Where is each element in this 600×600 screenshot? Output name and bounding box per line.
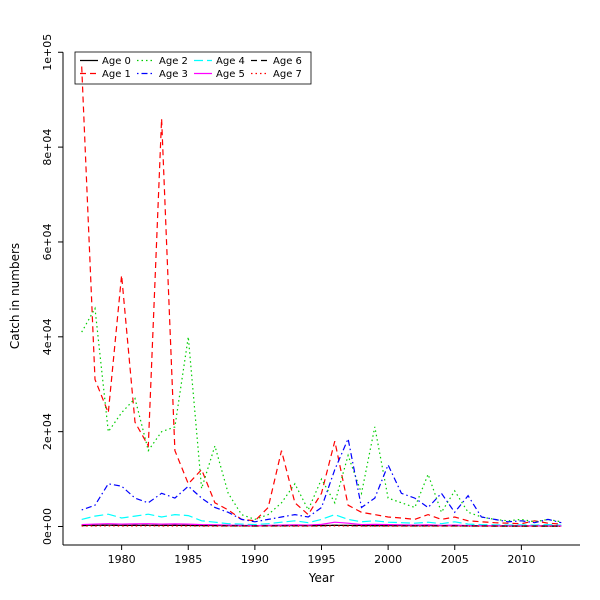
series-line-age-1	[81, 66, 562, 525]
y-tick-label: 6e+04	[41, 223, 54, 260]
x-tick-label: 1980	[108, 553, 136, 566]
x-axis-title: Year	[308, 571, 335, 585]
legend-box	[74, 51, 312, 85]
y-tick-label: 8e+04	[41, 129, 54, 166]
y-tick-label: 1e+05	[41, 34, 54, 71]
x-tick-label: 2005	[441, 553, 469, 566]
legend-label-age-4: Age 4	[216, 56, 245, 67]
series-line-age-5	[81, 521, 562, 527]
y-tick-label: 0e+00	[41, 508, 54, 545]
y-axis-title: Catch in numbers	[8, 242, 22, 350]
legend-label-age-0: Age 0	[102, 56, 131, 67]
legend-label-age-5: Age 5	[216, 69, 245, 80]
y-tick-label: 4e+04	[41, 318, 54, 355]
legend-label-age-7: Age 7	[273, 69, 302, 80]
x-tick-label: 2010	[507, 553, 535, 566]
series-line-age-4	[81, 513, 562, 526]
x-tick-label: 1985	[174, 553, 202, 566]
x-tick-label: 2000	[374, 553, 402, 566]
series-line-age-2	[81, 306, 562, 523]
x-tick-label: 1995	[308, 553, 336, 566]
legend-label-age-3: Age 3	[159, 69, 188, 80]
x-tick-label: 1990	[241, 553, 269, 566]
legend-label-age-6: Age 6	[273, 56, 302, 67]
legend-label-age-1: Age 1	[102, 69, 131, 80]
series-line-age-3	[81, 436, 562, 524]
y-tick-label: 2e+04	[41, 413, 54, 450]
legend-label-age-2: Age 2	[159, 56, 188, 67]
